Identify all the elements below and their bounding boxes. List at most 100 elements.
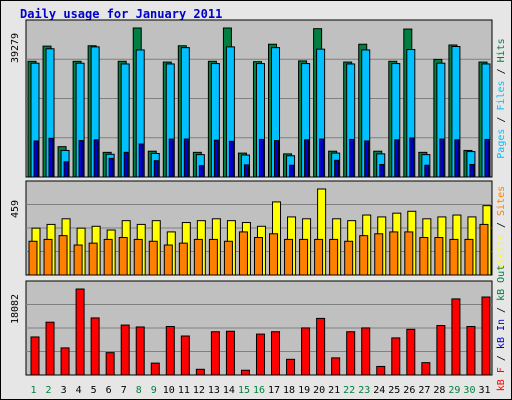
kbytes-bar bbox=[331, 357, 341, 376]
kbytes-bar bbox=[286, 358, 296, 376]
sites-bar bbox=[419, 237, 429, 276]
legend-entry: Hits bbox=[496, 38, 507, 62]
pages-bar bbox=[258, 138, 264, 178]
kbytes-bar bbox=[271, 331, 281, 376]
kbytes-bar bbox=[120, 324, 130, 376]
kbytes-bar bbox=[436, 325, 446, 376]
pages-bar bbox=[243, 164, 249, 178]
day-label: 3 bbox=[61, 385, 67, 396]
sites-bar bbox=[208, 238, 218, 276]
sites-bar bbox=[329, 238, 339, 276]
legend-2: Visits / Sites bbox=[496, 186, 507, 270]
day-label: 31 bbox=[478, 385, 490, 396]
day-label: 7 bbox=[121, 385, 127, 396]
sites-bar bbox=[253, 237, 263, 276]
kbytes-bar bbox=[451, 298, 461, 376]
day-label: 21 bbox=[328, 385, 340, 396]
pages-bar bbox=[138, 143, 144, 178]
kbytes-bar bbox=[376, 365, 386, 376]
sites-bar bbox=[299, 238, 309, 276]
legend-entry: / bbox=[496, 301, 507, 319]
legend-entry: Sites bbox=[496, 186, 507, 216]
sites-bar bbox=[88, 242, 98, 276]
pages-bar bbox=[78, 140, 84, 178]
pages-bar bbox=[183, 138, 189, 178]
day-label: 13 bbox=[208, 385, 220, 396]
sites-bar bbox=[193, 238, 203, 276]
day-label: 19 bbox=[298, 385, 310, 396]
day-label: 20 bbox=[313, 385, 325, 396]
sites-bar bbox=[73, 244, 83, 276]
sites-bar bbox=[314, 238, 324, 276]
pages-bar bbox=[153, 160, 159, 178]
pages-bar bbox=[334, 159, 340, 178]
day-label: 11 bbox=[178, 385, 190, 396]
day-label: 4 bbox=[76, 385, 82, 396]
kbytes-bar bbox=[421, 362, 431, 376]
pages-bar bbox=[394, 139, 400, 178]
day-label: 18 bbox=[283, 385, 295, 396]
legend-1: Pages / Files / Hits bbox=[496, 38, 507, 158]
kbytes-bar bbox=[210, 331, 220, 376]
sites-bar bbox=[374, 233, 384, 276]
y-max-label: 39279 bbox=[10, 33, 21, 63]
kbytes-bar bbox=[481, 296, 491, 376]
pages-bar bbox=[409, 137, 415, 178]
pages-bar bbox=[439, 138, 445, 178]
kbytes-bar bbox=[240, 369, 250, 376]
chart-title: Daily usage for January 2011 bbox=[20, 7, 223, 21]
pages-bar bbox=[93, 139, 99, 178]
kbytes-bar bbox=[165, 325, 175, 376]
pages-bar bbox=[213, 139, 219, 178]
pages-bar bbox=[424, 164, 430, 178]
pages-bar bbox=[274, 140, 280, 178]
sites-bar bbox=[359, 235, 369, 276]
legend-entry: / bbox=[496, 111, 507, 129]
pages-bar bbox=[228, 140, 234, 178]
day-label: 1 bbox=[31, 385, 37, 396]
sites-bar bbox=[269, 233, 279, 276]
kbytes-bar bbox=[90, 317, 100, 376]
kbytes-bar bbox=[105, 352, 115, 376]
kbytes-bar bbox=[225, 330, 235, 376]
kbytes-bar bbox=[135, 326, 145, 376]
kbytes-bar bbox=[466, 325, 476, 376]
pages-bar bbox=[108, 157, 114, 178]
pages-bar bbox=[364, 140, 370, 178]
sites-bar bbox=[404, 231, 414, 276]
legend-3: kB F / kB In / kB Out bbox=[496, 265, 507, 391]
pages-bar bbox=[48, 137, 54, 178]
day-label: 2 bbox=[46, 385, 52, 396]
sites-bar bbox=[103, 238, 113, 276]
sites-bar bbox=[238, 231, 248, 276]
sites-bar bbox=[43, 238, 53, 276]
kbytes-bar bbox=[391, 337, 401, 376]
sites-bar bbox=[464, 238, 474, 276]
day-label: 29 bbox=[448, 385, 460, 396]
day-label: 6 bbox=[106, 385, 112, 396]
legend-entry: Visits bbox=[496, 234, 507, 270]
kbytes-bar bbox=[195, 368, 205, 376]
sites-bar bbox=[389, 231, 399, 276]
sites-bar bbox=[284, 238, 294, 276]
sites-bar bbox=[118, 237, 128, 276]
sites-bar bbox=[163, 244, 173, 276]
day-label: 28 bbox=[433, 385, 445, 396]
pages-bar bbox=[63, 161, 69, 178]
sites-bar bbox=[344, 240, 354, 276]
kbytes-bar bbox=[255, 333, 265, 376]
pages-bar bbox=[319, 138, 325, 178]
pages-bar bbox=[469, 163, 475, 178]
legend-entry: kB In bbox=[496, 319, 507, 349]
kbytes-bar bbox=[361, 327, 371, 376]
pages-bar bbox=[168, 138, 174, 178]
legend-entry: / bbox=[496, 349, 507, 367]
kbytes-bar bbox=[301, 327, 311, 376]
kbytes-bar bbox=[346, 331, 356, 376]
y-max-label: 18082 bbox=[10, 294, 21, 324]
legend-entry: Pages bbox=[496, 129, 507, 159]
kbytes-bar bbox=[60, 347, 70, 376]
sites-bar bbox=[449, 238, 459, 276]
day-label: 22 bbox=[343, 385, 355, 396]
